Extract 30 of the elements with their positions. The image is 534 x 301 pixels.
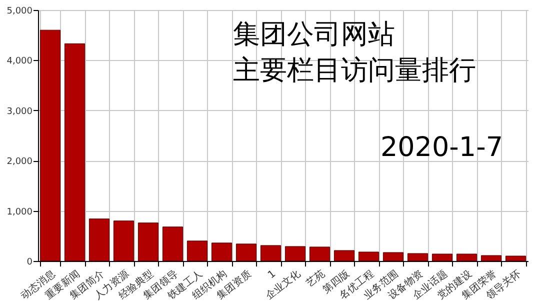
- y-tick-label: 0: [26, 258, 33, 268]
- annotation: 2020-1-7: [380, 132, 503, 163]
- bar: [138, 222, 159, 262]
- bar: [211, 242, 232, 262]
- bar: [480, 255, 502, 262]
- bar: [407, 253, 428, 262]
- bar: [432, 254, 453, 262]
- bar: [186, 240, 208, 262]
- bar: [236, 244, 257, 262]
- bar: [505, 256, 526, 262]
- bar: [64, 43, 86, 262]
- bar: [113, 220, 134, 262]
- bar: [260, 245, 282, 262]
- y-tick-label: 2,000: [6, 157, 33, 168]
- bar: [40, 30, 61, 262]
- bar: [382, 252, 404, 262]
- y-tick-label: 4,000: [6, 56, 33, 67]
- bar: [284, 246, 306, 262]
- bar: [88, 218, 110, 262]
- bar: [456, 254, 478, 262]
- bar: [358, 252, 380, 262]
- x-tick-label: 1: [266, 268, 278, 282]
- chart-title: 集团公司网站: [233, 19, 395, 50]
- y-tick-label: 1,000: [6, 207, 33, 218]
- bar: [309, 246, 330, 262]
- bar: [162, 226, 184, 262]
- y-tick-label: 3,000: [6, 106, 33, 117]
- bar: [334, 250, 355, 262]
- text: 主要栏目访问量排行: [233, 55, 476, 86]
- y-tick-label: 5,000: [6, 6, 33, 16]
